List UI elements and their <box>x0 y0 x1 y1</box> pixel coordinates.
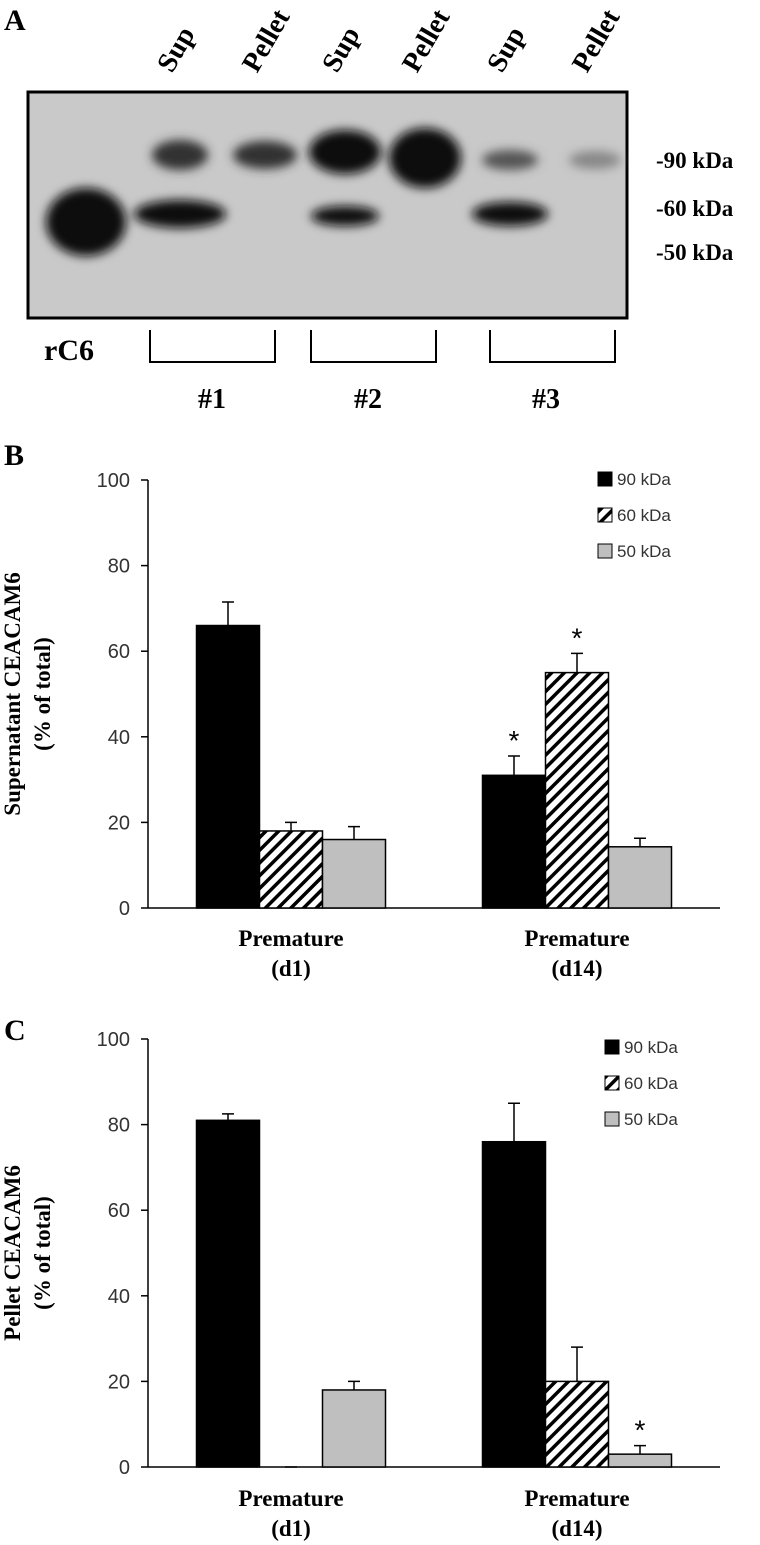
bar <box>321 1389 387 1468</box>
x-tick-label: Premature (d14) <box>524 926 629 981</box>
y-tick-label: 60 <box>108 641 130 663</box>
error-bar <box>634 1444 646 1455</box>
significance-marker: * <box>635 1415 646 1446</box>
legend-swatch <box>604 1111 620 1127</box>
error-bar <box>508 755 520 776</box>
group-label: #2 <box>354 384 382 415</box>
y-tick-label: 20 <box>108 1371 130 1393</box>
x-tick-label: Premature (d14) <box>524 1486 629 1541</box>
bar <box>607 1453 673 1468</box>
western-blot <box>26 90 629 363</box>
legend-swatch <box>604 1039 620 1055</box>
error-bar <box>348 825 360 840</box>
panel-letter: B <box>4 439 24 472</box>
error-bar <box>222 601 234 626</box>
legend-swatch <box>597 471 613 487</box>
error-bar <box>222 1113 234 1121</box>
group-label: #3 <box>532 384 560 415</box>
lane-label: Sup <box>481 22 531 78</box>
panel-letter: A <box>4 4 26 37</box>
lane-label: Sup <box>151 22 201 78</box>
lane-label: Pellet <box>566 4 627 78</box>
legend-label: 50 kDa <box>624 1110 678 1129</box>
y-tick-label: 40 <box>108 1286 130 1308</box>
legend-swatch <box>597 543 613 559</box>
bar <box>481 1140 547 1468</box>
control-label: rC6 <box>44 334 94 367</box>
lane-label: Pellet <box>396 4 457 78</box>
bar <box>321 838 387 909</box>
significance-marker: * <box>509 725 520 756</box>
legend-label: 60 kDa <box>624 1074 678 1093</box>
error-bar <box>571 652 583 673</box>
y-tick-label: 0 <box>119 1457 130 1479</box>
lane-label: Sup <box>316 22 366 78</box>
bar <box>481 774 547 909</box>
legend-label: 60 kDa <box>617 506 671 525</box>
legend-swatch <box>597 507 613 523</box>
bar <box>607 846 673 909</box>
bar <box>195 1119 261 1468</box>
error-bar <box>285 821 297 831</box>
y-tick-label: 100 <box>97 470 130 492</box>
x-tick-label: Premature (d1) <box>238 926 343 981</box>
y-tick-label: 0 <box>119 898 130 920</box>
legend-swatch <box>604 1075 620 1091</box>
size-marker: -50 kDa <box>656 240 734 265</box>
error-bar <box>634 837 646 847</box>
y-tick-label: 100 <box>97 1029 130 1051</box>
y-tick-label: 20 <box>108 812 130 834</box>
bar <box>195 624 261 909</box>
panel-letter: C <box>4 1014 26 1047</box>
y-tick-label: 60 <box>108 1200 130 1222</box>
error-bar <box>348 1380 360 1390</box>
bar <box>544 671 610 909</box>
size-marker: -90 kDa <box>656 148 734 173</box>
significance-marker: * <box>572 622 583 653</box>
group-label: #1 <box>198 384 226 415</box>
error-bar <box>571 1346 583 1382</box>
size-marker: -60 kDa <box>656 196 734 221</box>
lane-label: Pellet <box>236 4 297 78</box>
y-axis-label: Pellet CEACAM6 (% of total) <box>0 1165 55 1341</box>
legend-label: 90 kDa <box>617 470 671 489</box>
y-axis-label: Supernatant CEACAM6 (% of total) <box>0 572 55 815</box>
error-bar <box>508 1102 520 1142</box>
bar <box>258 830 324 909</box>
y-tick-label: 40 <box>108 727 130 749</box>
legend-label: 50 kDa <box>617 542 671 561</box>
legend-label: 90 kDa <box>624 1038 678 1057</box>
bar <box>544 1380 610 1468</box>
y-tick-label: 80 <box>108 1115 130 1137</box>
y-tick-label: 80 <box>108 556 130 578</box>
x-tick-label: Premature (d1) <box>238 1486 343 1541</box>
